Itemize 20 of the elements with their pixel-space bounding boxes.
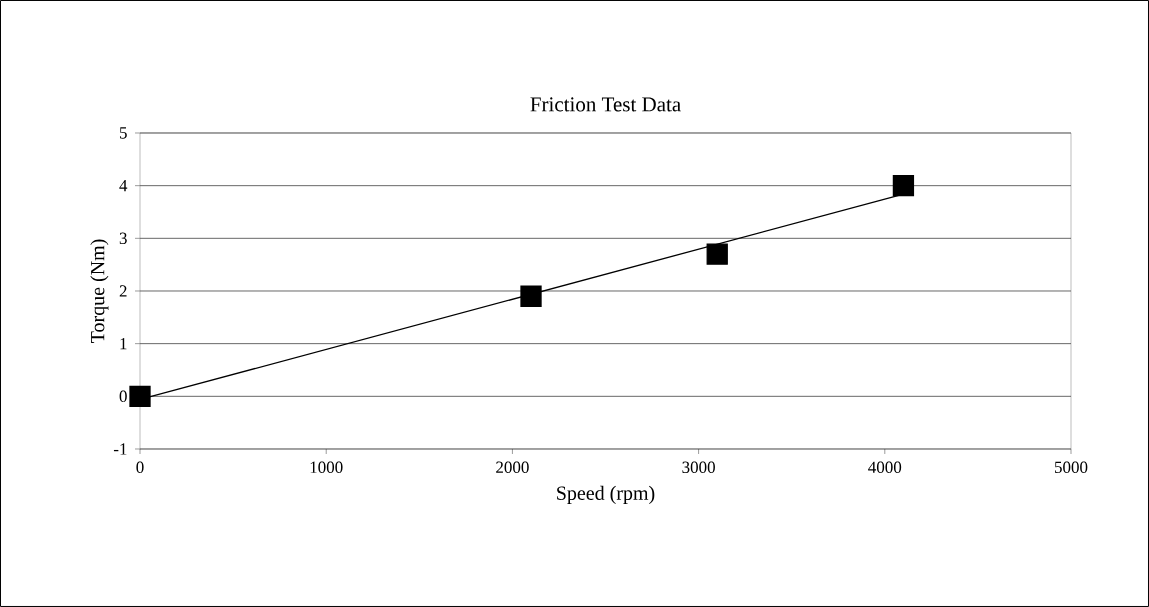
y-tick-label: 5 (119, 127, 127, 139)
y-tick-label: 0 (119, 390, 127, 403)
x-tick-label: 4000 (868, 461, 902, 473)
x-tick-label: 0 (136, 461, 144, 473)
point (520, 285, 542, 307)
x-axis-title: Speed (rpm) (557, 485, 655, 504)
y-tick-label: 4 (119, 180, 128, 192)
y-tick-label: 2 (119, 285, 127, 297)
point (706, 243, 728, 265)
chart-title: Friction Test Data (530, 97, 681, 112)
point (129, 385, 151, 407)
y-tick-label: 3 (119, 232, 127, 245)
y-axis-title: Torque (Nm) (90, 239, 109, 343)
y-tick-label: 1 (120, 338, 127, 350)
y-tick-label: -1 (113, 443, 127, 455)
x-tick-label: 5000 (1054, 461, 1088, 473)
point (892, 175, 915, 197)
x-tick-label: 3000 (682, 461, 715, 473)
x-tick-label: 2000 (496, 461, 529, 473)
x-tick-label: 1000 (310, 461, 343, 473)
